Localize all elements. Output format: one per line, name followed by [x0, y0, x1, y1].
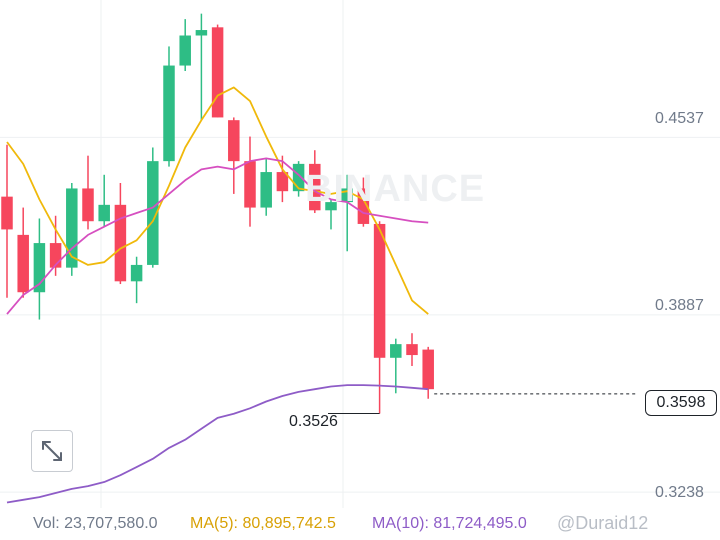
- low-price-label: 0.3526: [289, 413, 338, 430]
- candle-body-0: [1, 196, 13, 230]
- candle-body-12: [195, 30, 208, 36]
- candle-body-24: [390, 344, 402, 358]
- y-tick-label-mid: 0.3887: [655, 297, 704, 314]
- candle-body-25: [406, 344, 418, 356]
- candle-body-9: [147, 161, 159, 265]
- author-handle: @Duraid12: [557, 513, 649, 533]
- candle-body-15: [244, 161, 256, 208]
- candle-body-26: [422, 349, 434, 390]
- candle-body-14: [228, 120, 240, 162]
- candle-body-6: [98, 204, 110, 222]
- candle-body-2: [33, 243, 46, 293]
- candle-body-7: [114, 204, 127, 282]
- candle-body-21: [341, 188, 353, 203]
- candle-body-1: [17, 234, 29, 293]
- y-tick-label-high: 0.4537: [655, 110, 704, 127]
- candle-body-11: [179, 35, 191, 66]
- candles: [1, 13, 434, 414]
- y-tick-label-low: 0.3238: [655, 484, 704, 501]
- candle-body-13: [211, 27, 224, 118]
- candle-body-4: [66, 188, 78, 268]
- candle-body-10: [163, 65, 175, 162]
- expand-arrows-icon: [42, 441, 62, 461]
- candle-body-23: [373, 223, 386, 358]
- last-price-tag: 0.3598: [645, 390, 717, 416]
- watermark: BINANCE: [305, 168, 486, 210]
- candle-body-20: [325, 202, 337, 211]
- candle-body-22: [357, 188, 370, 224]
- gridlines: [0, 0, 720, 508]
- candle-body-18: [292, 163, 305, 192]
- ma10-value: MA(10): 81,724,495.0: [372, 515, 527, 532]
- volume-ma-line: [6, 384, 429, 504]
- candle-body-5: [82, 188, 94, 222]
- chart-overlay: [328, 393, 636, 415]
- indicator-footer: Vol: 23,707,580.0 MA(5): 80,895,742.5 MA…: [0, 513, 720, 539]
- candle-body-3: [49, 243, 62, 268]
- candle-body-19: [309, 163, 321, 211]
- volume-value: Vol: 23,707,580.0: [33, 515, 158, 532]
- ma-slow-line: [6, 157, 429, 315]
- candle-body-16: [260, 172, 272, 208]
- ma5-value: MA(5): 80,895,742.5: [190, 515, 336, 532]
- moving-average-lines: [6, 86, 429, 504]
- expand-button[interactable]: [31, 430, 73, 472]
- candle-body-8: [130, 264, 143, 282]
- ma-fast-line: [6, 86, 429, 315]
- candle-body-17: [276, 172, 289, 192]
